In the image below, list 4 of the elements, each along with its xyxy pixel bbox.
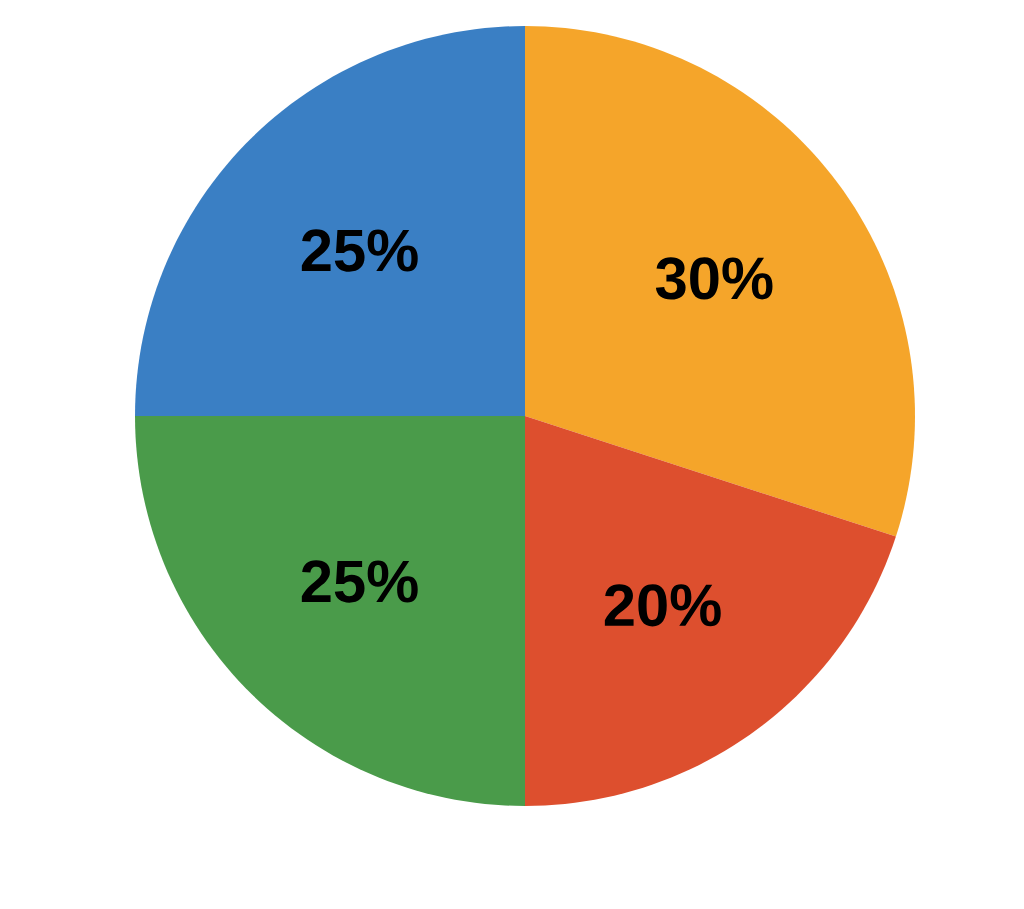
data-label: 25%: [301, 560, 418, 603]
data-label: 20%: [604, 584, 721, 627]
data-label: 30%: [655, 257, 773, 300]
data-label: 25%: [301, 229, 418, 272]
